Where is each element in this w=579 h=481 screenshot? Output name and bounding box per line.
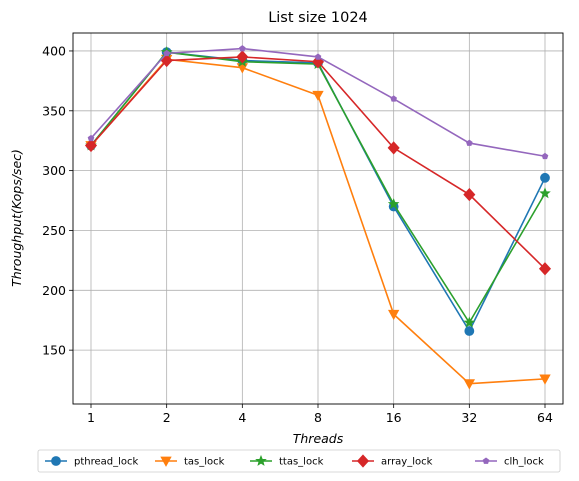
series-array-lock — [84, 50, 552, 276]
data-point-array-lock — [387, 141, 400, 155]
y-tick-label: 200 — [42, 283, 66, 298]
legend-label: ttas_lock — [279, 457, 324, 468]
legend-label: clh_lock — [504, 457, 544, 468]
legend-marker — [51, 456, 61, 466]
x-tick-label: 64 — [537, 410, 553, 425]
y-axis-label: Throughput(Kops/sec) — [9, 149, 24, 287]
data-point-tas-lock — [387, 309, 400, 321]
legend-label: tas_lock — [184, 457, 225, 468]
data-point-tas-lock — [312, 90, 324, 102]
legend-item-tas-lock: tas_lock — [155, 457, 225, 468]
data-point-tas-lock — [539, 374, 551, 385]
x-tick-label: 1 — [87, 410, 95, 425]
data-point-tas-lock — [463, 379, 476, 390]
grid — [73, 33, 563, 404]
legend-item-ttas-lock: ttas_lock — [250, 454, 324, 468]
data-point-pthread-lock — [540, 172, 550, 183]
data-point-clh-lock — [239, 45, 246, 52]
x-tick-label: 16 — [386, 410, 402, 425]
legend-item-array-lock: array_lock — [352, 454, 433, 468]
data-point-ttas-lock — [463, 316, 476, 328]
data-point-clh-lock — [87, 134, 95, 142]
data-point-array-lock — [538, 262, 552, 276]
y-tick-label: 250 — [42, 223, 66, 238]
data-point-array-lock — [236, 50, 249, 64]
y-tick-label: 300 — [42, 163, 66, 178]
x-tick-label: 8 — [314, 410, 322, 425]
x-tick-label: 2 — [163, 410, 171, 425]
x-tick-label: 4 — [238, 410, 246, 425]
legend-marker — [160, 456, 172, 467]
data-point-array-lock — [463, 187, 476, 202]
data-point-array-lock — [84, 138, 98, 153]
legend-marker — [356, 454, 370, 468]
chart-title: List size 1024 — [268, 10, 368, 26]
y-axis: 150 200 250 300 350 400 — [42, 43, 73, 358]
series-group — [84, 45, 552, 390]
legend-marker — [482, 457, 490, 464]
legend: pthread_lock tas_lock ttas_lock array_lock c… — [37, 449, 561, 473]
y-tick-label: 350 — [42, 103, 66, 118]
legend-item-clh-lock: clh_lock — [475, 457, 544, 468]
legend-marker — [255, 454, 267, 466]
x-axis: 1 2 4 8 16 32 64 — [87, 404, 553, 425]
data-point-clh-lock — [541, 152, 549, 160]
legend-box — [37, 449, 561, 473]
legend-item-pthread-lock: pthread_lock — [45, 456, 139, 468]
data-point-clh-lock — [466, 139, 473, 146]
data-point-ttas-lock — [539, 187, 551, 199]
y-tick-label: 150 — [42, 343, 66, 358]
x-tick-label: 32 — [461, 410, 477, 425]
legend-label: pthread_lock — [74, 457, 139, 468]
data-point-clh-lock — [314, 53, 322, 60]
x-axis-label: Threads — [293, 431, 344, 446]
data-point-pthread-lock — [464, 326, 475, 336]
data-point-ttas-lock — [387, 198, 400, 210]
legend-label: array_lock — [381, 457, 433, 468]
series-clh-lock — [87, 45, 549, 160]
data-point-clh-lock — [390, 95, 397, 102]
data-point-clh-lock — [163, 49, 170, 57]
y-tick-label: 400 — [42, 43, 66, 58]
